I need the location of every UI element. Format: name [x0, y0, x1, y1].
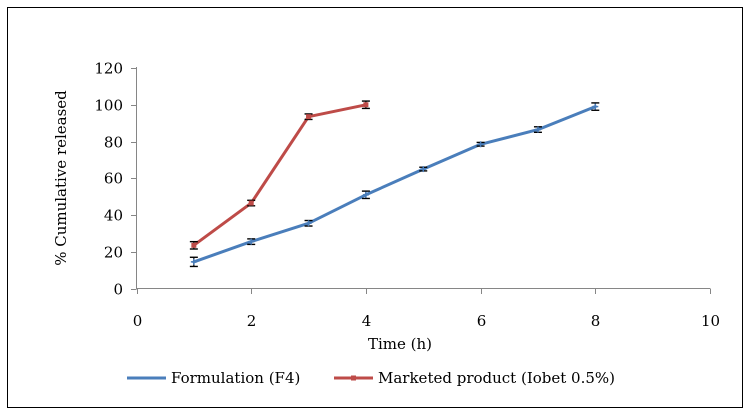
series-1	[189, 102, 600, 268]
chart-outer-border	[7, 7, 743, 408]
x-tick-label: 4	[362, 312, 372, 330]
legend-item: Marketed product (Iobet 0.5%)	[334, 369, 615, 387]
series-layer	[189, 100, 600, 268]
y-tick-label: 80	[104, 134, 123, 152]
data-point	[190, 258, 197, 265]
x-tick-label: 8	[591, 312, 601, 330]
x-axis-title: Time (h)	[368, 335, 432, 353]
x-tick-label: 0	[133, 312, 143, 330]
data-point	[191, 242, 197, 248]
y-tick-label: 20	[104, 244, 123, 262]
x-tick-label: 2	[247, 312, 257, 330]
legend-label: Formulation (F4)	[171, 369, 300, 387]
data-point	[420, 166, 427, 173]
y-axis-title: % Cumulative released	[52, 90, 70, 266]
data-point	[305, 220, 312, 227]
y-tick-label: 40	[104, 207, 123, 225]
legend-item: Formulation (F4)	[127, 369, 300, 387]
x-tick-label: 10	[701, 312, 720, 330]
series-line	[192, 105, 597, 264]
data-point	[248, 238, 255, 245]
y-tick-label: 0	[113, 281, 123, 299]
data-point	[363, 102, 369, 108]
legend: Formulation (F4) Marketed product (Iobet …	[127, 369, 615, 387]
series-2	[189, 100, 370, 250]
data-point	[306, 114, 312, 120]
y-tick-label: 60	[104, 170, 123, 188]
series-line	[192, 103, 368, 247]
x-tick-label: 6	[477, 312, 487, 330]
data-point	[248, 200, 254, 206]
y-tick-label: 100	[94, 97, 123, 115]
data-point	[477, 141, 484, 148]
data-point	[592, 103, 599, 110]
data-point	[534, 126, 541, 133]
data-point	[362, 191, 369, 198]
y-axis-ticks: 0 20 40 60 80 100 120	[94, 60, 137, 299]
x-axis-ticks: 0 2 4 6 8 10	[133, 288, 720, 330]
y-tick-label: 120	[94, 60, 123, 78]
legend-label: Marketed product (Iobet 0.5%)	[378, 369, 615, 387]
